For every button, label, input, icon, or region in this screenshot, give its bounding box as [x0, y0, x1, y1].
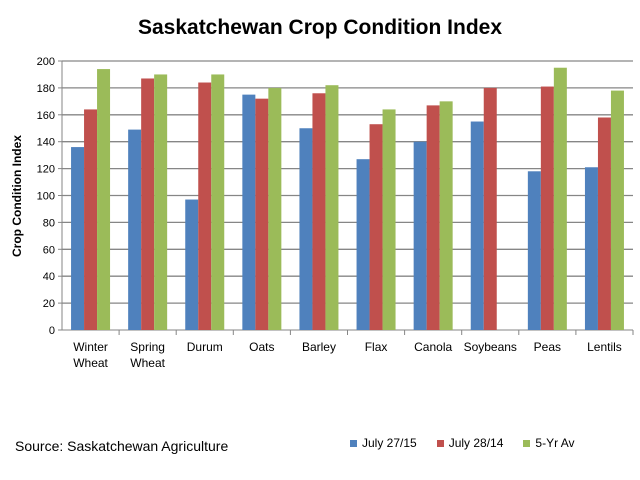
y-tick-label: 80	[43, 217, 55, 229]
legend: July 27/15 July 28/14 5-Yr Av	[350, 436, 575, 450]
x-tick-label: Flax	[365, 340, 388, 354]
legend-swatch	[523, 439, 531, 447]
bar	[597, 117, 611, 331]
y-tick-label: 0	[49, 325, 55, 337]
bar	[527, 171, 541, 330]
x-tick-label: Barley	[302, 340, 336, 354]
bar	[325, 85, 339, 331]
bar	[382, 109, 396, 330]
legend-item: 5-Yr Av	[523, 436, 575, 450]
bar	[483, 87, 497, 331]
bar	[71, 147, 85, 330]
y-tick-label: 180	[37, 83, 55, 95]
y-tick-label: 60	[43, 244, 55, 256]
y-tick-label: 120	[37, 164, 55, 176]
y-tick-label: 100	[37, 191, 55, 203]
x-tick-label: Soybeans	[464, 340, 517, 354]
bar	[553, 67, 567, 330]
y-tick-label: 140	[37, 137, 55, 149]
bar	[242, 94, 256, 330]
bar	[211, 74, 225, 330]
bar	[185, 199, 199, 330]
legend-label: July 28/14	[448, 436, 504, 450]
x-tick-label: Canola	[414, 340, 452, 354]
y-tick-label: 160	[37, 110, 55, 122]
x-tick-label: Oats	[249, 340, 274, 354]
y-tick-label: 40	[43, 271, 55, 283]
x-tick-label: Wheat	[130, 356, 165, 370]
x-tick-label: Winter	[73, 340, 108, 354]
bar	[540, 86, 554, 331]
bar	[255, 98, 269, 330]
legend-swatch	[350, 439, 357, 447]
bar	[268, 87, 282, 331]
x-tick-label: Wheat	[73, 356, 108, 370]
bar	[141, 78, 155, 330]
x-tick-label: Peas	[534, 340, 561, 354]
bar	[413, 141, 427, 330]
bar	[610, 90, 624, 330]
x-tick-label: Durum	[187, 340, 223, 354]
chart-title: Saskatchewan Crop Condition Index	[137, 16, 503, 39]
legend-label: 5-Yr Av	[535, 436, 575, 450]
bar	[84, 109, 98, 330]
bar	[356, 159, 370, 330]
legend-label: July 27/15	[362, 436, 417, 450]
y-tick-label: 200	[37, 56, 55, 68]
bar	[128, 129, 142, 330]
bar	[312, 93, 326, 330]
bar	[584, 167, 598, 330]
x-tick-label: Lentils	[587, 340, 622, 354]
legend-swatch	[436, 439, 444, 447]
bar	[299, 128, 313, 330]
bar	[154, 74, 168, 330]
legend-item: July 27/15	[350, 436, 417, 450]
bar	[369, 124, 383, 330]
y-tick-label: 20	[43, 298, 55, 310]
bar	[470, 121, 484, 331]
bar	[198, 82, 212, 331]
bar	[439, 101, 453, 330]
legend-item: July 28/14	[436, 436, 504, 450]
x-tick-label: Spring	[130, 340, 165, 354]
source-note: Source: Saskatchewan Agriculture	[15, 438, 229, 454]
bar	[97, 69, 111, 330]
bar	[426, 105, 440, 330]
